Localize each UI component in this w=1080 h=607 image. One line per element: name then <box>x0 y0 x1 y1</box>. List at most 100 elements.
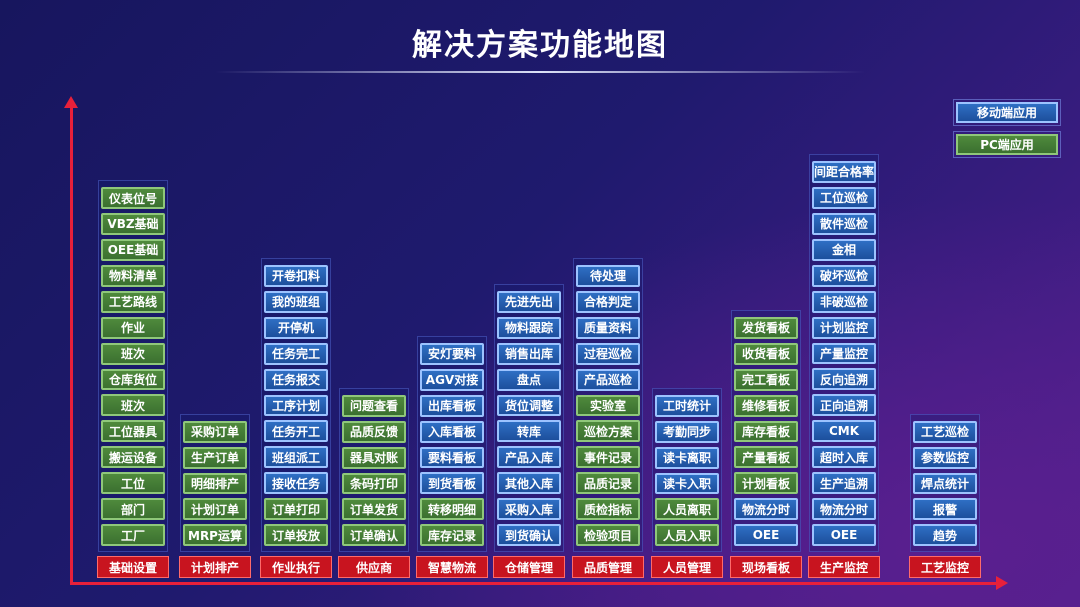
pc-app-tile[interactable]: 计划订单 <box>183 498 247 521</box>
pc-app-tile[interactable]: 条码打印 <box>342 472 406 495</box>
mobile-app-tile[interactable]: 合格判定 <box>576 290 640 313</box>
category-label[interactable]: 供应商 <box>338 556 410 578</box>
pc-app-tile[interactable]: 转移明细 <box>420 498 484 521</box>
pc-app-tile[interactable]: 仪表位号 <box>101 187 165 210</box>
mobile-app-tile[interactable]: 工艺巡检 <box>913 421 977 443</box>
pc-app-tile[interactable]: 工位 <box>101 472 165 495</box>
pc-app-tile[interactable]: 班次 <box>101 342 165 365</box>
pc-app-tile[interactable]: 仓库货位 <box>101 368 165 391</box>
pc-app-tile[interactable]: 器具对账 <box>342 446 406 469</box>
pc-app-tile[interactable]: 生产订单 <box>183 446 247 469</box>
pc-app-tile[interactable]: OEE基础 <box>101 238 165 261</box>
mobile-app-tile[interactable]: CMK <box>812 420 876 443</box>
pc-app-tile[interactable]: 库存记录 <box>420 524 484 546</box>
pc-app-tile[interactable]: 搬运设备 <box>101 446 165 469</box>
pc-app-tile[interactable]: 作业 <box>101 316 165 339</box>
mobile-app-tile[interactable]: 非破巡检 <box>812 290 876 313</box>
pc-app-tile[interactable]: 收货看板 <box>734 342 798 365</box>
mobile-app-tile[interactable]: 间距合格率 <box>812 160 876 183</box>
category-label[interactable]: 生产监控 <box>808 556 880 578</box>
category-label[interactable]: 基础设置 <box>97 556 169 578</box>
pc-app-tile[interactable]: 品质记录 <box>576 472 640 495</box>
category-label[interactable]: 作业执行 <box>260 556 332 578</box>
category-label[interactable]: 工艺监控 <box>909 556 981 578</box>
mobile-app-tile[interactable]: 报警 <box>913 498 977 521</box>
pc-app-tile[interactable]: 工厂 <box>101 524 165 546</box>
category-label[interactable]: 人员管理 <box>651 556 723 578</box>
mobile-app-tile[interactable]: 反向追溯 <box>812 368 876 391</box>
mobile-app-tile[interactable]: OEE <box>812 524 876 546</box>
mobile-app-tile[interactable]: 到货看板 <box>420 472 484 495</box>
mobile-app-tile[interactable]: 过程巡检 <box>576 342 640 365</box>
mobile-app-tile[interactable]: 考勤同步 <box>655 420 719 443</box>
mobile-app-tile[interactable]: 物流分时 <box>734 498 798 521</box>
pc-app-tile[interactable]: 订单发货 <box>342 498 406 521</box>
mobile-app-tile[interactable]: 要料看板 <box>420 446 484 469</box>
mobile-app-tile[interactable]: 产品巡检 <box>576 368 640 391</box>
pc-app-tile[interactable]: 质检指标 <box>576 498 640 521</box>
mobile-app-tile[interactable]: 销售出库 <box>497 342 561 365</box>
mobile-app-tile[interactable]: 我的班组 <box>264 290 328 313</box>
mobile-app-tile[interactable]: 生产追溯 <box>812 472 876 495</box>
pc-app-tile[interactable]: 明细排产 <box>183 472 247 495</box>
mobile-app-tile[interactable]: 货位调整 <box>497 394 561 417</box>
mobile-app-tile[interactable]: 入库看板 <box>420 420 484 443</box>
mobile-app-tile[interactable]: 超时入库 <box>812 446 876 469</box>
mobile-app-tile[interactable]: 开卷扣料 <box>264 265 328 287</box>
mobile-app-tile[interactable]: 产量监控 <box>812 342 876 365</box>
pc-app-tile[interactable]: 班次 <box>101 394 165 417</box>
mobile-app-tile[interactable]: 盘点 <box>497 368 561 391</box>
mobile-app-tile[interactable]: 金相 <box>812 238 876 261</box>
pc-app-tile[interactable]: 完工看板 <box>734 368 798 391</box>
pc-app-tile[interactable]: 计划看板 <box>734 472 798 495</box>
category-label[interactable]: 现场看板 <box>730 556 802 578</box>
mobile-app-tile[interactable]: 转库 <box>497 420 561 443</box>
mobile-app-tile[interactable]: 读卡离职 <box>655 446 719 469</box>
mobile-app-tile[interactable]: 其他入库 <box>497 472 561 495</box>
mobile-app-tile[interactable]: 接收任务 <box>264 472 328 495</box>
mobile-app-tile[interactable]: 焊点统计 <box>913 472 977 495</box>
mobile-app-tile[interactable]: 安灯要料 <box>420 343 484 365</box>
category-label[interactable]: 品质管理 <box>572 556 644 578</box>
mobile-app-tile[interactable]: 参数监控 <box>913 446 977 469</box>
mobile-app-tile[interactable]: 读卡入职 <box>655 472 719 495</box>
mobile-app-tile[interactable]: 物流分时 <box>812 498 876 521</box>
pc-app-tile[interactable]: 问题查看 <box>342 395 406 417</box>
category-label[interactable]: 仓储管理 <box>493 556 565 578</box>
mobile-app-tile[interactable]: 正向追溯 <box>812 394 876 417</box>
pc-app-tile[interactable]: 采购订单 <box>183 421 247 443</box>
pc-app-tile[interactable]: 事件记录 <box>576 446 640 469</box>
mobile-app-tile[interactable]: 班组派工 <box>264 446 328 469</box>
mobile-app-tile[interactable]: 任务完工 <box>264 342 328 365</box>
pc-app-tile[interactable]: 维修看板 <box>734 394 798 417</box>
pc-app-tile[interactable]: 库存看板 <box>734 420 798 443</box>
pc-app-tile[interactable]: 产量看板 <box>734 446 798 469</box>
pc-app-tile[interactable]: 订单确认 <box>342 524 406 546</box>
pc-app-tile[interactable]: 检验项目 <box>576 524 640 546</box>
mobile-app-tile[interactable]: 出库看板 <box>420 394 484 417</box>
pc-app-tile[interactable]: 部门 <box>101 498 165 521</box>
mobile-app-tile[interactable]: OEE <box>734 524 798 546</box>
pc-app-tile[interactable]: 人员离职 <box>655 498 719 521</box>
mobile-app-tile[interactable]: 待处理 <box>576 265 640 287</box>
mobile-app-tile[interactable]: 开停机 <box>264 316 328 339</box>
pc-app-tile[interactable]: 工位器具 <box>101 420 165 443</box>
pc-app-tile[interactable]: 发货看板 <box>734 316 798 339</box>
pc-app-tile[interactable]: 订单投放 <box>264 524 328 546</box>
mobile-app-tile[interactable]: AGV对接 <box>420 368 484 391</box>
category-label[interactable]: 智慧物流 <box>416 556 488 578</box>
mobile-app-tile[interactable]: 趋势 <box>913 524 977 546</box>
mobile-app-tile[interactable]: 工位巡检 <box>812 186 876 209</box>
pc-app-tile[interactable]: 品质反馈 <box>342 420 406 443</box>
mobile-app-tile[interactable]: 质量资料 <box>576 316 640 339</box>
pc-app-tile[interactable]: 工艺路线 <box>101 290 165 313</box>
mobile-app-tile[interactable]: 计划监控 <box>812 316 876 339</box>
mobile-app-tile[interactable]: 任务报交 <box>264 368 328 391</box>
mobile-app-tile[interactable]: 产品入库 <box>497 446 561 469</box>
mobile-app-tile[interactable]: 到货确认 <box>497 524 561 546</box>
pc-app-tile[interactable]: MRP运算 <box>183 524 247 546</box>
mobile-app-tile[interactable]: 破坏巡检 <box>812 264 876 287</box>
pc-app-tile[interactable]: VBZ基础 <box>101 213 165 235</box>
pc-app-tile[interactable]: 实验室 <box>576 394 640 417</box>
mobile-app-tile[interactable]: 先进先出 <box>497 290 561 313</box>
